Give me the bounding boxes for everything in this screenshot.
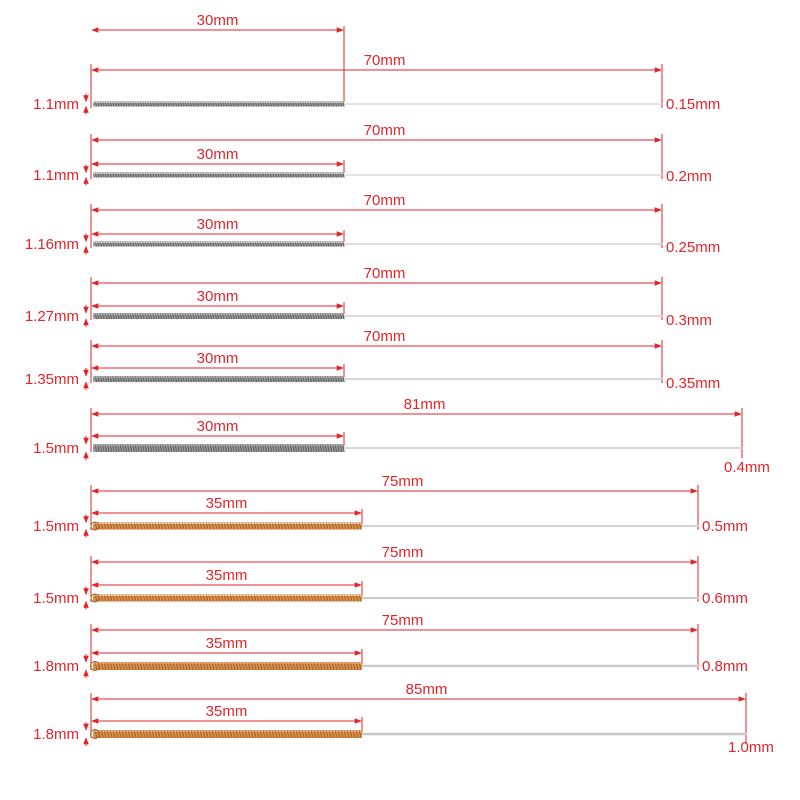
needle-row: 70mm 30mm 1.16mm 0.25mm — [25, 192, 720, 256]
needle-row: 70mm 30mm 1.35mm 0.35mm — [25, 328, 720, 392]
handle-length-label: 35mm — [206, 567, 248, 584]
handle-end-ring — [90, 661, 100, 671]
total-length-label: 75mm — [382, 612, 424, 629]
total-length-label: 70mm — [364, 328, 406, 345]
needle-diameter-label: 0.3mm — [666, 312, 712, 329]
total-length-label: 75mm — [382, 473, 424, 490]
total-length-label: 70mm — [364, 265, 406, 282]
handle-end-ring — [90, 593, 100, 603]
total-length-label: 70mm — [364, 192, 406, 209]
handle-coil — [94, 241, 345, 247]
needle-diameter-label: 0.2mm — [666, 168, 712, 185]
needle-row: 75mm 35mm 1.5mm 0.6mm — [33, 544, 748, 610]
handle-diameter-label: 1.5mm — [33, 518, 79, 535]
needle-row: 70mm 30mm 1.1mm 0.15mm — [33, 12, 720, 115]
needle-row: 75mm 35mm 1.8mm 0.8mm — [33, 612, 748, 678]
needle-row: 85mm 35mm 1.8mm 1.0mm — [33, 681, 774, 756]
needle-row: 70mm 30mm 1.27mm 0.3mm — [25, 265, 712, 329]
handle-length-label: 35mm — [206, 635, 248, 652]
needle-row: 75mm 35mm 1.5mm 0.5mm — [33, 473, 748, 538]
handle-end-ring — [90, 729, 100, 739]
handle-diameter-label: 1.5mm — [33, 590, 79, 607]
needle-row: 81mm 30mm 1.5mm 0.4mm — [33, 396, 770, 476]
handle-coil — [94, 312, 345, 320]
handle-coil — [94, 594, 362, 602]
needle-diameter-label: 0.8mm — [702, 658, 748, 675]
handle-length-label: 30mm — [197, 12, 239, 29]
handle-diameter-label: 1.1mm — [33, 167, 79, 184]
handle-length-label: 30mm — [197, 288, 239, 305]
total-length-label: 85mm — [406, 681, 448, 698]
handle-length-label: 30mm — [197, 418, 239, 435]
needle-row: 70mm 30mm 1.1mm 0.2mm — [33, 122, 712, 186]
handle-length-label: 30mm — [197, 216, 239, 233]
handle-length-label: 35mm — [206, 495, 248, 512]
total-length-label: 75mm — [382, 544, 424, 561]
total-length-label: 81mm — [404, 396, 446, 413]
handle-length-label: 30mm — [197, 146, 239, 163]
handle-length-label: 35mm — [206, 703, 248, 720]
needle-diameter-label: 0.15mm — [666, 96, 720, 113]
handle-end-ring — [90, 521, 100, 531]
handle-diameter-label: 1.27mm — [25, 308, 79, 325]
handle-coil — [94, 172, 345, 178]
handle-diameter-label: 1.8mm — [33, 658, 79, 675]
handle-coil — [94, 443, 345, 453]
handle-coil — [94, 101, 345, 107]
total-length-label: 70mm — [364, 122, 406, 139]
total-length-label: 70mm — [364, 52, 406, 69]
needle-diameter-label: 0.25mm — [666, 239, 720, 256]
handle-length-label: 30mm — [197, 350, 239, 367]
handle-coil — [94, 522, 362, 530]
handle-diameter-label: 1.8mm — [33, 726, 79, 743]
handle-coil — [94, 375, 345, 383]
needle-diameter-label: 0.6mm — [702, 590, 748, 607]
handle-diameter-label: 1.35mm — [25, 371, 79, 388]
needle-diameter-label: 0.5mm — [702, 518, 748, 535]
needle-diameter-label: 0.35mm — [666, 375, 720, 392]
handle-diameter-label: 1.5mm — [33, 440, 79, 457]
handle-diameter-label: 1.1mm — [33, 96, 79, 113]
handle-coil — [94, 661, 362, 671]
needle-diameter-label: 0.4mm — [724, 459, 770, 476]
needle-diameter-label: 1.0mm — [728, 739, 774, 756]
handle-diameter-label: 1.16mm — [25, 236, 79, 253]
handle-coil — [94, 729, 362, 739]
